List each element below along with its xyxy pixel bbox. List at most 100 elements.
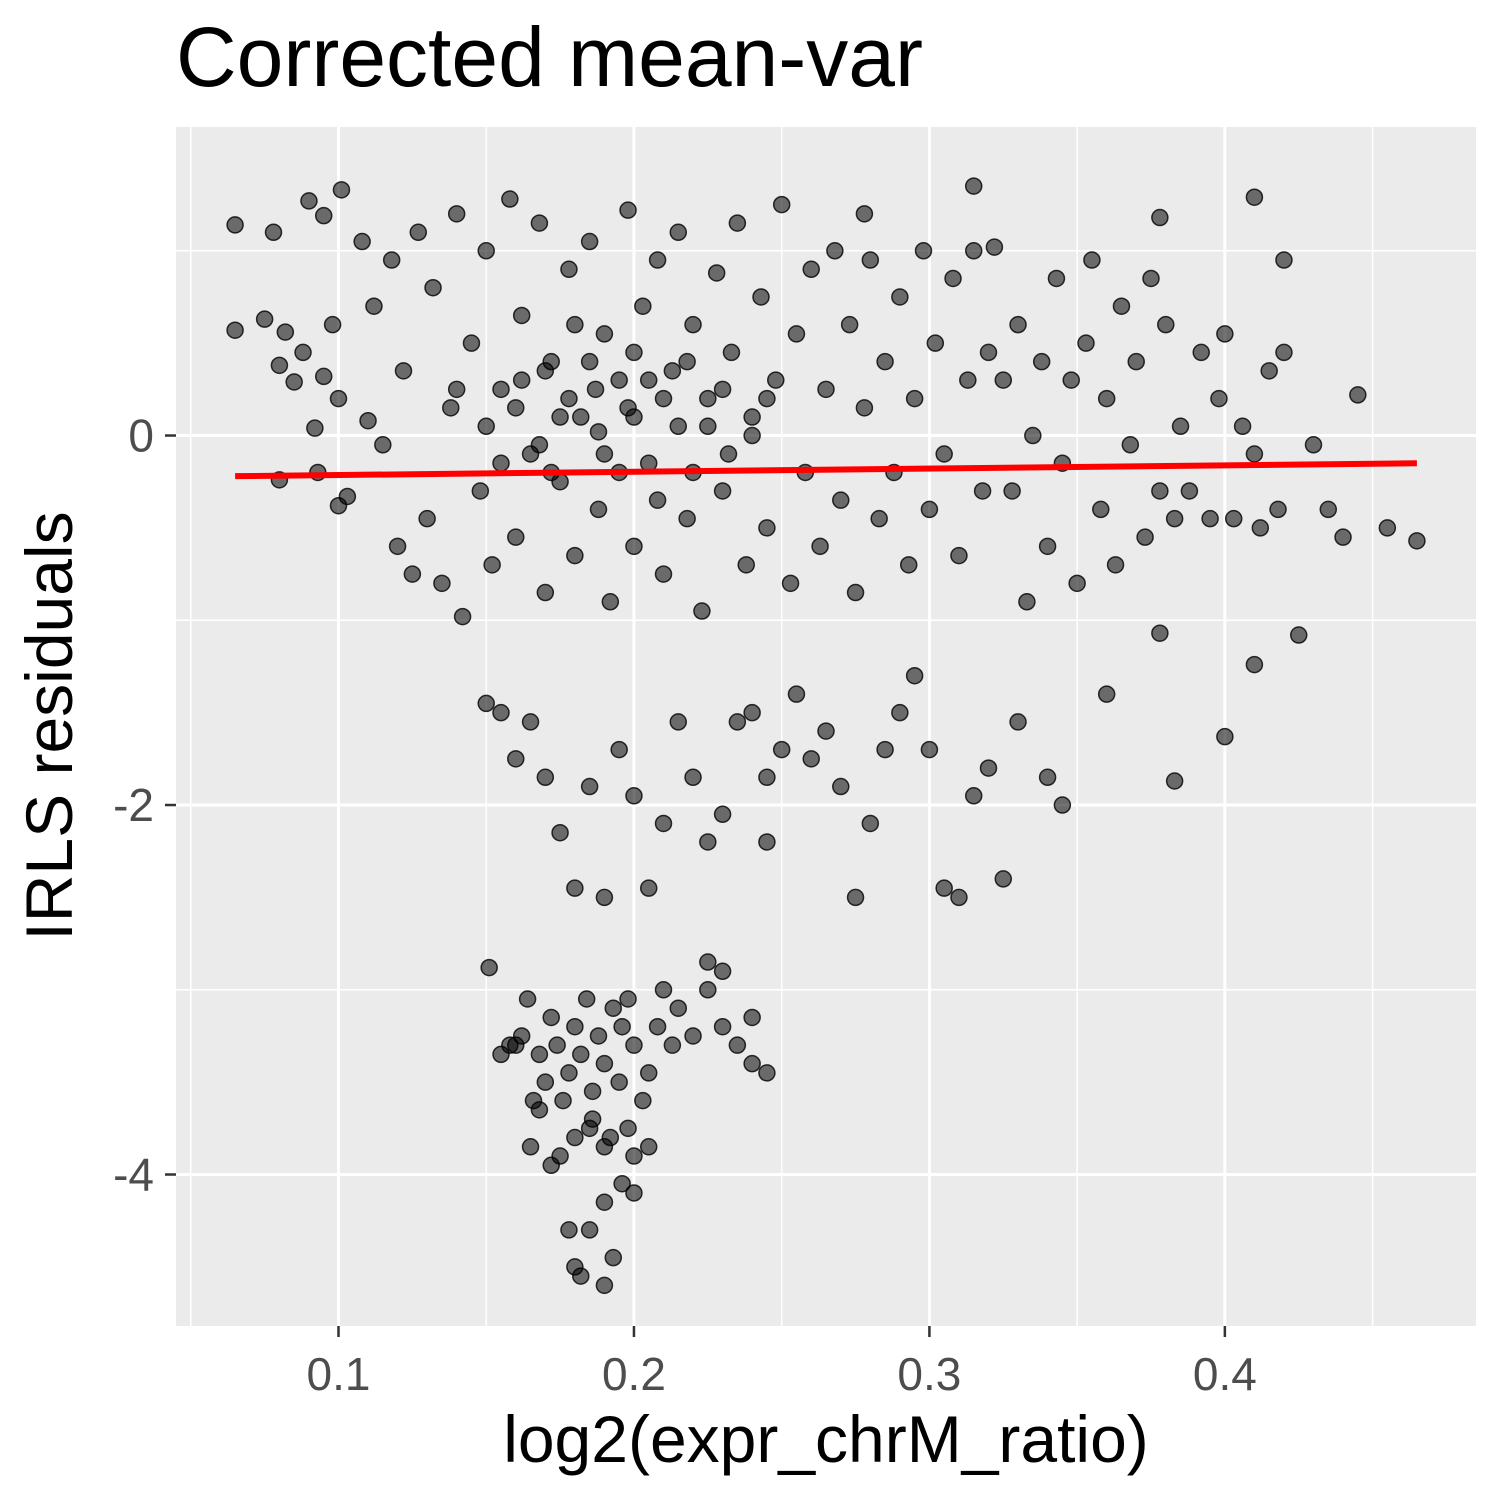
data-point <box>577 990 596 1008</box>
data-point <box>1009 315 1027 334</box>
data-point <box>566 315 584 334</box>
data-point <box>699 953 717 971</box>
data-point <box>935 445 953 463</box>
data-point <box>669 999 688 1017</box>
data-point <box>521 713 540 731</box>
data-point <box>1024 426 1042 445</box>
data-point <box>595 888 614 907</box>
data-point <box>580 232 599 251</box>
data-point <box>1038 537 1057 556</box>
data-point <box>914 242 933 260</box>
data-point <box>1269 500 1287 519</box>
data-point <box>979 343 998 362</box>
data-point <box>964 177 983 195</box>
data-point <box>530 1101 549 1119</box>
data-point <box>1121 436 1140 454</box>
data-point <box>639 371 658 389</box>
data-point <box>595 1276 614 1295</box>
data-point <box>855 399 874 417</box>
data-point <box>1245 188 1264 206</box>
data-point <box>678 352 696 371</box>
data-point <box>832 491 850 509</box>
data-point <box>1106 556 1125 574</box>
data-point <box>699 981 717 999</box>
data-point <box>625 1036 643 1054</box>
data-point <box>359 411 377 430</box>
data-point <box>1349 386 1367 404</box>
data-point <box>728 713 747 731</box>
data-point <box>979 759 998 777</box>
data-point <box>1127 352 1145 371</box>
data-point <box>604 999 623 1017</box>
data-point <box>758 768 776 787</box>
data-point <box>601 1128 620 1147</box>
data-point <box>1018 593 1036 611</box>
data-point <box>707 264 726 282</box>
data-point <box>817 722 835 740</box>
data-point <box>699 389 717 408</box>
data-point <box>1092 500 1110 519</box>
x-tick-label: 0.3 <box>897 1348 961 1400</box>
data-point <box>772 740 791 759</box>
data-point <box>994 371 1013 389</box>
data-point <box>477 417 495 436</box>
data-point <box>264 223 283 242</box>
data-point <box>743 1054 761 1073</box>
data-point <box>521 1138 540 1156</box>
data-point <box>1378 519 1397 537</box>
data-point <box>758 519 776 537</box>
data-point <box>560 389 578 408</box>
data-point <box>619 1119 637 1138</box>
x-tick-label: 0.2 <box>602 1348 666 1400</box>
data-point <box>1245 655 1264 674</box>
data-point <box>876 352 894 371</box>
data-point <box>353 232 371 251</box>
data-point <box>580 352 599 371</box>
data-point <box>530 1045 549 1064</box>
data-point <box>1216 727 1234 746</box>
data-point <box>536 583 555 602</box>
data-point <box>566 1128 584 1147</box>
y-tick-label: 0 <box>128 410 154 462</box>
data-point <box>1047 269 1066 288</box>
data-point <box>891 288 909 306</box>
data-point <box>1171 417 1190 436</box>
data-point <box>1304 436 1323 454</box>
data-point <box>699 417 717 436</box>
data-point <box>583 1082 602 1101</box>
data-point <box>492 380 510 399</box>
data-point <box>1157 315 1175 334</box>
data-point <box>663 1036 682 1054</box>
data-point <box>1062 371 1080 389</box>
data-point <box>817 380 835 399</box>
data-point <box>737 556 755 574</box>
data-point <box>270 356 289 375</box>
data-point <box>669 713 688 731</box>
data-point <box>382 251 401 269</box>
data-point <box>1053 796 1072 814</box>
fit-line-layer <box>235 460 1417 480</box>
data-point <box>713 482 732 500</box>
data-point <box>424 278 442 297</box>
fit-line <box>235 460 1417 480</box>
data-point <box>905 666 924 685</box>
data-point <box>648 491 667 509</box>
data-point <box>625 1147 643 1165</box>
data-point <box>959 371 977 389</box>
data-point <box>589 423 608 441</box>
data-point <box>294 343 312 362</box>
data-point <box>583 1110 602 1128</box>
data-point <box>226 321 244 339</box>
data-point <box>613 1174 631 1193</box>
data-point <box>639 1138 658 1156</box>
data-point <box>625 343 643 362</box>
data-point <box>826 242 844 260</box>
data-point <box>713 1017 732 1036</box>
data-point <box>566 1017 584 1036</box>
data-point <box>713 962 732 981</box>
data-point <box>332 181 351 199</box>
data-point <box>462 334 481 352</box>
data-point <box>752 288 770 306</box>
data-point <box>802 260 820 279</box>
